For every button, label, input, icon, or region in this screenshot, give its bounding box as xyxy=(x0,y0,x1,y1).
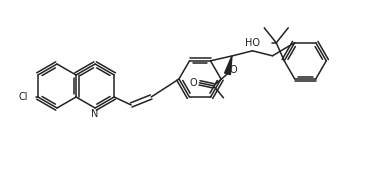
Text: O: O xyxy=(230,65,237,75)
Text: HO: HO xyxy=(245,38,260,48)
Text: Cl: Cl xyxy=(19,92,28,102)
Text: N: N xyxy=(92,109,99,119)
Polygon shape xyxy=(225,56,232,75)
Text: O: O xyxy=(190,78,198,88)
